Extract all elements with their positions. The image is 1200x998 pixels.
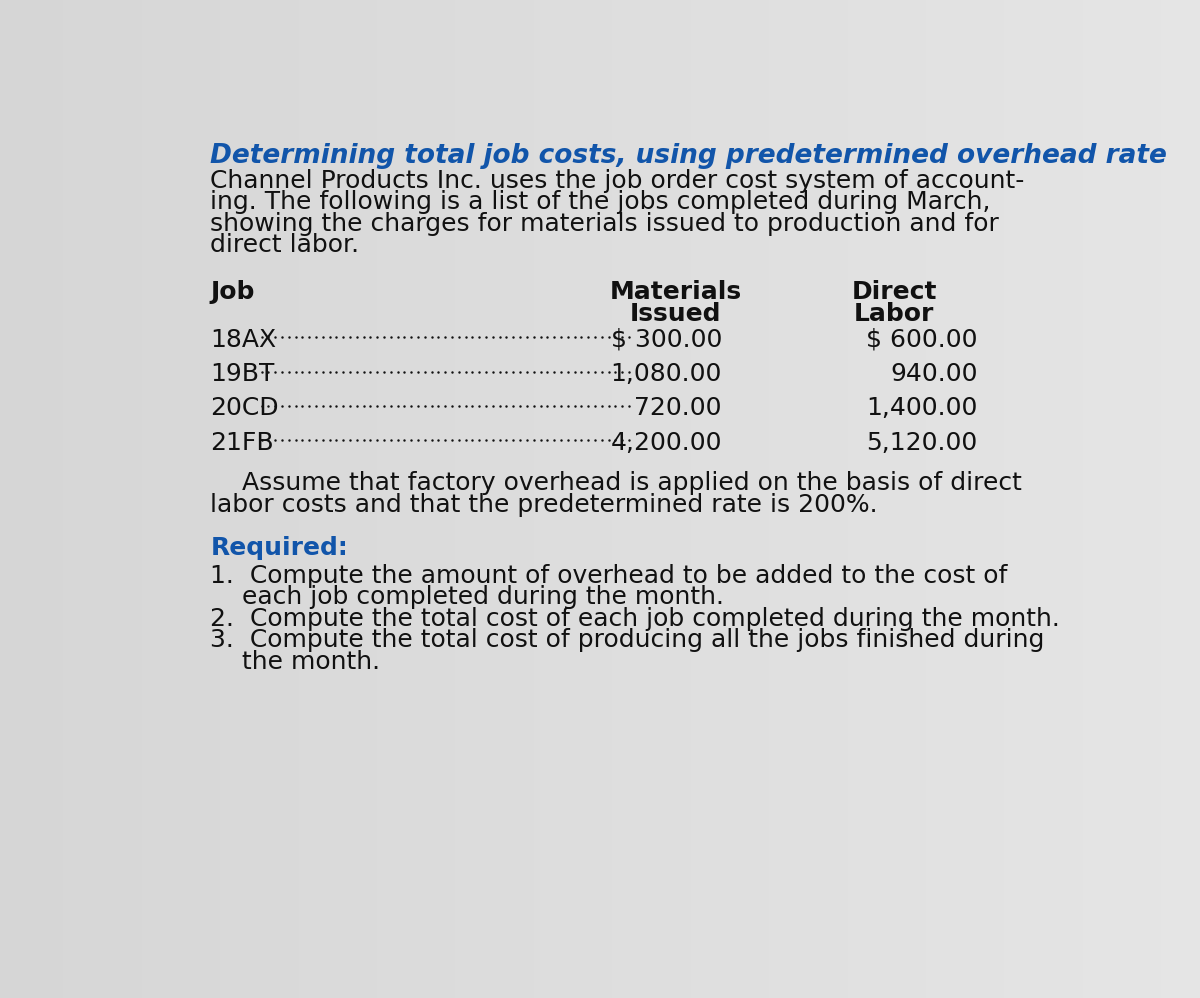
Text: Issued: Issued (630, 301, 721, 325)
Text: direct labor.: direct labor. (210, 233, 360, 257)
Text: 720.00: 720.00 (635, 396, 722, 420)
Text: Job: Job (210, 280, 254, 304)
Text: 4,200.00: 4,200.00 (611, 431, 722, 455)
Text: 3.  Compute the total cost of producing all the jobs finished during: 3. Compute the total cost of producing a… (210, 629, 1045, 653)
Text: labor costs and that the predetermined rate is 200%.: labor costs and that the predetermined r… (210, 493, 878, 517)
Text: ing. The following is a list of the jobs completed during March,: ing. The following is a list of the jobs… (210, 190, 991, 214)
Text: 20CD: 20CD (210, 396, 280, 420)
Text: 1,080.00: 1,080.00 (611, 362, 722, 386)
Text: 940.00: 940.00 (890, 362, 978, 386)
Text: Materials: Materials (610, 280, 742, 304)
Text: Channel Products Inc. uses the job order cost system of account-: Channel Products Inc. uses the job order… (210, 169, 1025, 193)
Text: Determining total job costs, using predetermined overhead rate: Determining total job costs, using prede… (210, 143, 1168, 169)
Text: Assume that factory overhead is applied on the basis of direct: Assume that factory overhead is applied … (210, 471, 1022, 495)
Text: 19BT: 19BT (210, 362, 275, 386)
Text: 2.  Compute the total cost of each job completed during the month.: 2. Compute the total cost of each job co… (210, 607, 1061, 631)
Text: 18AX: 18AX (210, 327, 276, 351)
Text: showing the charges for materials issued to production and for: showing the charges for materials issued… (210, 212, 1000, 236)
Text: Required:: Required: (210, 536, 348, 560)
Text: 1,400.00: 1,400.00 (866, 396, 978, 420)
Text: $ 600.00: $ 600.00 (866, 327, 978, 351)
Text: 21FB: 21FB (210, 431, 274, 455)
Text: 5,120.00: 5,120.00 (866, 431, 978, 455)
Text: $ 300.00: $ 300.00 (611, 327, 722, 351)
Text: the month.: the month. (210, 650, 380, 674)
Text: 1.  Compute the amount of overhead to be added to the cost of: 1. Compute the amount of overhead to be … (210, 564, 1008, 588)
Text: Direct: Direct (851, 280, 937, 304)
Text: Labor: Labor (854, 301, 934, 325)
Text: each job completed during the month.: each job completed during the month. (210, 586, 725, 610)
